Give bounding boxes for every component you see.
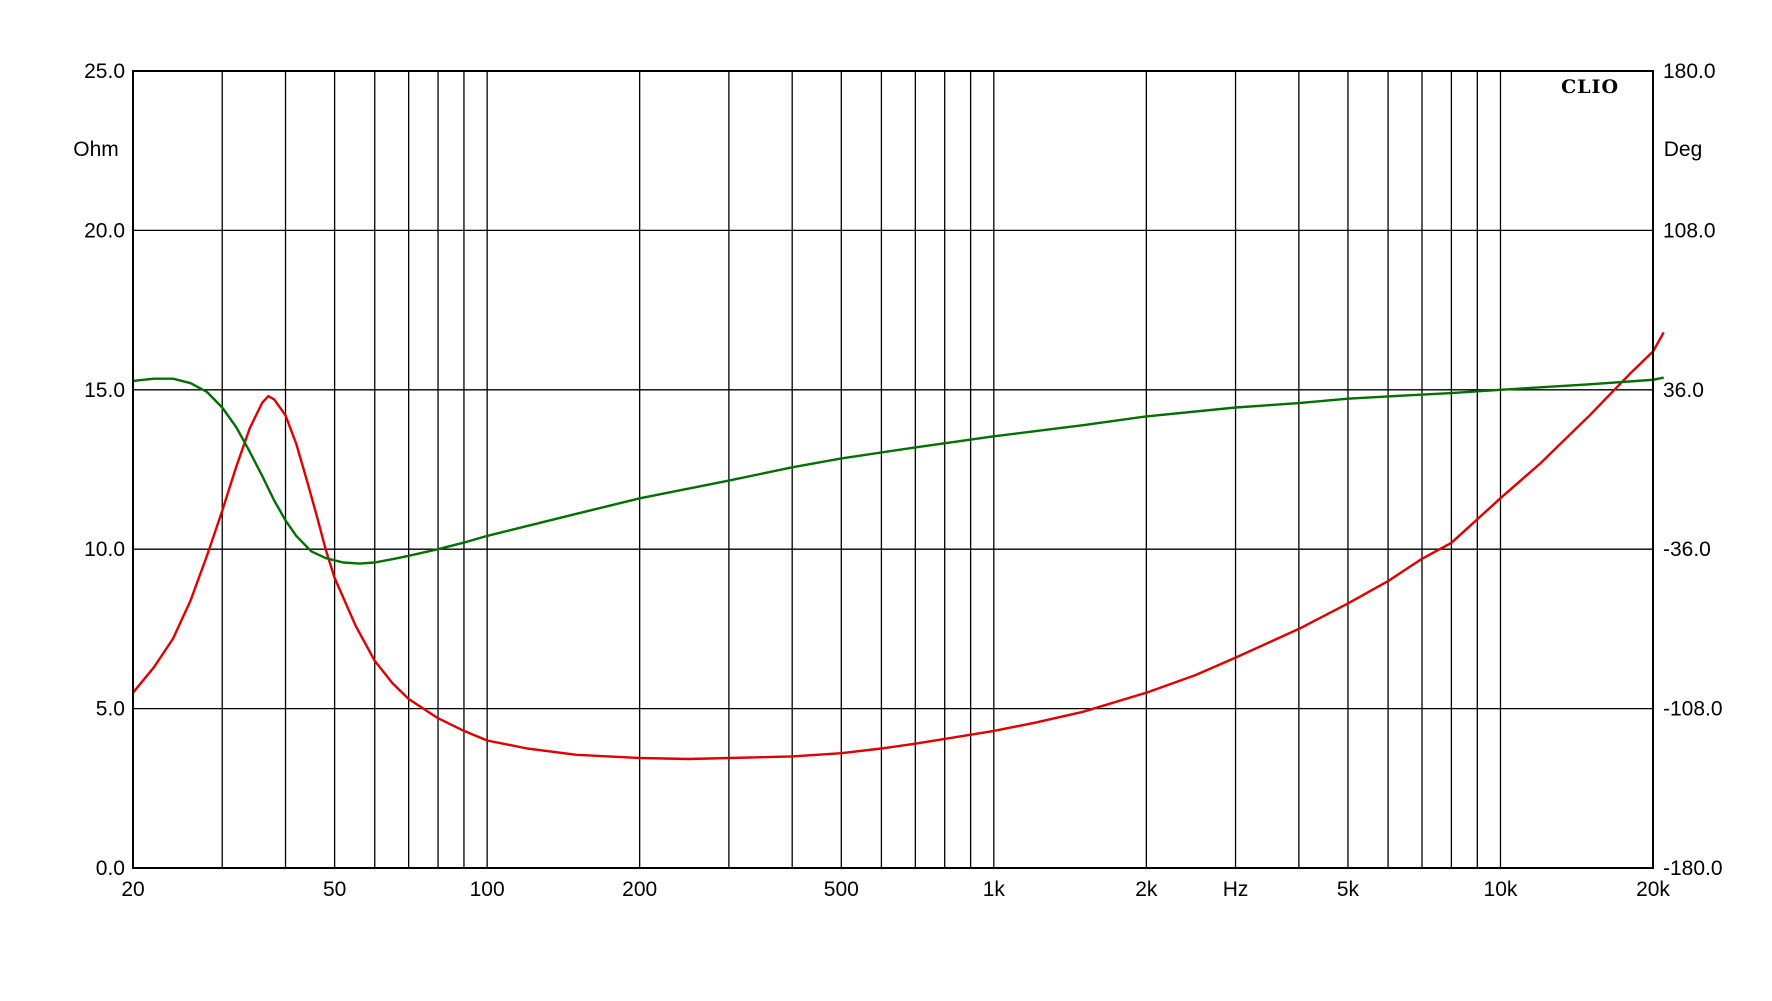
x-tick-label: 5k: [1337, 878, 1360, 901]
x-tick-label: 1k: [983, 878, 1006, 901]
x-tick-label: 50: [323, 878, 346, 901]
y-right-tick-label: 180.0: [1663, 60, 1716, 83]
phase-curve: [132, 376, 1664, 565]
series-layer: [132, 331, 1665, 761]
x-tick-label: 2k: [1135, 878, 1158, 901]
plot-frame: [132, 70, 1654, 869]
y-left-tick-label: 5.0: [96, 698, 125, 721]
y-right-tick-label: -108.0: [1663, 698, 1723, 721]
horizontal-gridlines: [133, 70, 1653, 869]
y-right-tick-label: -180.0: [1663, 857, 1723, 880]
y-left-tick-labels: 0.0 5.0 10.0 15.0 20.0 25.0: [84, 60, 125, 880]
x-tick-label: 500: [824, 878, 859, 901]
y-right-tick-label: 108.0: [1663, 219, 1716, 242]
y-left-tick-label: 15.0: [84, 379, 125, 402]
x-tick-label: 200: [622, 878, 657, 901]
x-tick-label: 100: [470, 878, 505, 901]
y-left-unit-label: Ohm: [73, 138, 119, 161]
y-left-tick-label: 20.0: [84, 219, 125, 242]
y-left-tick-label: 10.0: [84, 538, 125, 561]
y-right-tick-labels: -180.0 -108.0 -36.0 36.0 108.0 180.0: [1663, 60, 1723, 880]
y-left-tick-label: 0.0: [96, 857, 125, 880]
x-tick-label: 20: [121, 878, 144, 901]
x-unit-label: Hz: [1223, 878, 1249, 901]
y-right-unit-label: Deg: [1664, 138, 1703, 161]
y-right-tick-label: 36.0: [1663, 379, 1704, 402]
impedance-curve: [132, 331, 1665, 761]
x-tick-labels: 20 50 100 200 500 1k 2k 5k 10k 20k: [121, 878, 1670, 901]
y-right-tick-label: -36.0: [1663, 538, 1711, 561]
vertical-gridlines: [132, 71, 1654, 868]
clio-brand-label: CLIO: [1561, 76, 1619, 98]
y-left-tick-label: 25.0: [84, 60, 125, 83]
x-tick-label: 10k: [1484, 878, 1518, 901]
x-tick-label: 20k: [1636, 878, 1670, 901]
